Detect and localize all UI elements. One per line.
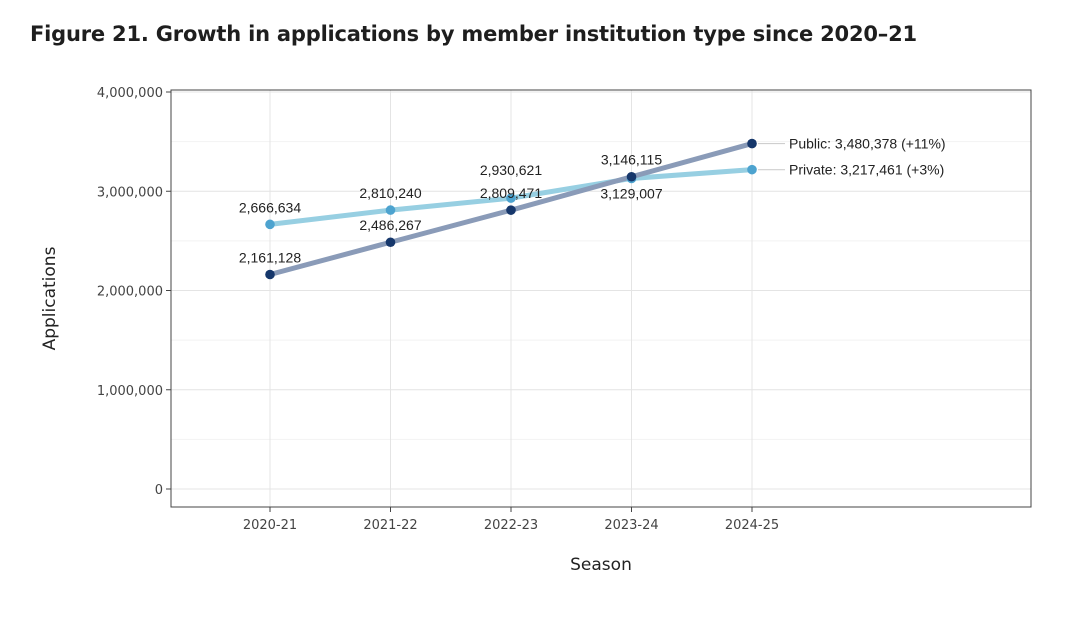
- x-axis: 2020-21 2021-22 2022-23 2023-24 2024-25: [243, 507, 779, 533]
- data-point-private: [747, 164, 757, 175]
- x-tick-label: 2023-24: [604, 518, 658, 533]
- data-label-public: 2,809,471: [480, 185, 542, 201]
- series: [265, 138, 757, 280]
- data-label-public: 3,146,115: [601, 152, 662, 168]
- data-point-public: [265, 269, 275, 280]
- y-tick-label: 1,000,000: [97, 384, 163, 399]
- data-point-public: [506, 205, 516, 215]
- data-label-private: 2,810,240: [359, 185, 421, 201]
- grid: [171, 90, 1031, 507]
- y-tick-label: 3,000,000: [97, 185, 163, 200]
- x-axis-title: Season: [570, 555, 632, 575]
- data-label-public: 2,486,267: [359, 217, 421, 233]
- data-label-private: 2,666,634: [239, 199, 301, 215]
- plot-frame: [170, 89, 1032, 508]
- x-tick-label: 2022-23: [484, 518, 538, 533]
- data-label-private: 2,930,621: [480, 162, 542, 178]
- data-point-private: [265, 219, 275, 230]
- y-tick-label: 4,000,000: [97, 86, 163, 101]
- end-label-private: Private: 3,217,461 (+3%): [789, 162, 944, 178]
- data-point-public: [385, 237, 396, 248]
- data-label-private: 3,129,007: [600, 185, 662, 201]
- end-label-public: Public: 3,480,378 (+11%): [789, 136, 946, 152]
- x-tick-label: 2021-22: [363, 518, 417, 533]
- data-labels: 2,161,128 2,486,267 2,809,471 3,146,115 Publ…: [239, 136, 946, 266]
- data-point-public: [747, 138, 757, 149]
- figure-title: Figure 21. Growth in applications by mem…: [30, 22, 917, 46]
- x-tick-label: 2024-25: [725, 518, 779, 533]
- data-point-private: [385, 205, 396, 215]
- data-label-public: 2,161,128: [239, 250, 301, 266]
- data-point-public: [626, 171, 637, 182]
- y-axis: 0 1,000,000 2,000,000 3,000,000 4,000,000: [97, 86, 171, 498]
- x-tick-label: 2020-21: [243, 518, 297, 533]
- data-point-private: [506, 193, 516, 203]
- y-tick-label: 0: [155, 483, 163, 498]
- y-tick-label: 2,000,000: [97, 285, 163, 300]
- y-axis-title: Applications: [40, 246, 60, 350]
